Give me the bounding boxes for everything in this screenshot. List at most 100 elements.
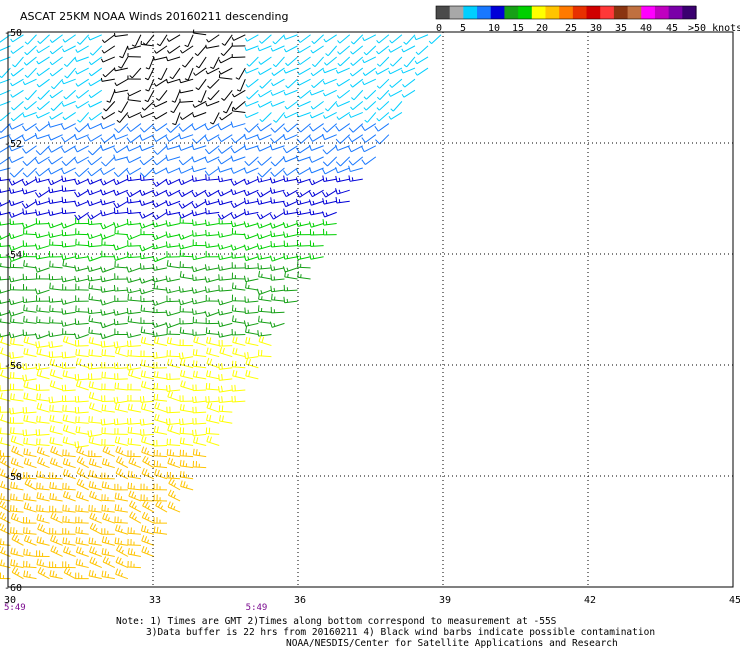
barb-feather	[205, 396, 207, 403]
wind-barb	[126, 331, 142, 339]
wind-barb	[62, 335, 76, 347]
barb-shaft	[127, 345, 141, 348]
wind-barb	[217, 231, 233, 238]
barb-half-feather	[103, 267, 106, 272]
wind-barb	[218, 285, 233, 292]
barb-shaft	[352, 56, 364, 66]
barb-feather	[100, 223, 104, 230]
wind-barb	[166, 471, 181, 480]
barb-half-feather	[106, 100, 111, 103]
barb-half-feather	[273, 266, 276, 270]
barb-shaft	[168, 189, 181, 197]
barb-shaft	[232, 222, 246, 228]
x-tick-label: 45	[729, 595, 740, 606]
wind-barb	[166, 123, 181, 133]
wind-barb	[270, 285, 285, 293]
barb-shaft	[115, 529, 129, 535]
barb-half-feather	[195, 65, 200, 69]
barb-feather	[49, 457, 53, 464]
barb-shaft	[49, 211, 63, 216]
barb-shaft	[312, 45, 324, 54]
wind-barb	[141, 546, 155, 557]
barb-half-feather	[336, 116, 340, 120]
barb-feather	[35, 363, 38, 370]
barb-half-feather	[179, 49, 183, 54]
barb-half-feather	[75, 83, 79, 87]
wind-barb	[75, 505, 89, 513]
barb-feather	[101, 570, 104, 577]
barb-shaft	[200, 90, 207, 103]
barb-feather	[8, 187, 12, 194]
barb-shaft	[141, 408, 155, 413]
barb-feather	[65, 537, 68, 544]
barb-shaft	[128, 333, 142, 339]
barb-feather	[26, 415, 29, 422]
barb-shaft	[11, 123, 24, 130]
barb-half-feather	[179, 79, 182, 83]
wind-barb	[61, 145, 76, 154]
barb-feather	[47, 134, 52, 141]
barb-half-feather	[116, 119, 120, 123]
barb-shaft	[89, 189, 102, 196]
barb-feather	[26, 503, 30, 510]
barb-half-feather	[24, 51, 28, 56]
wind-barb	[230, 145, 246, 154]
wind-barb	[139, 189, 155, 196]
barb-feather	[217, 158, 222, 165]
barb-shaft	[219, 322, 233, 328]
barb-feather	[243, 178, 248, 185]
barb-feather	[39, 403, 43, 410]
barb-half-feather	[286, 233, 289, 237]
wind-barb	[76, 478, 89, 491]
barb-shaft	[88, 245, 102, 248]
barb-half-feather	[247, 277, 250, 282]
wind-barb	[231, 395, 246, 403]
barb-shaft	[50, 385, 63, 391]
barb-shaft	[206, 342, 220, 347]
barb-feather	[156, 383, 159, 390]
wind-barb	[178, 123, 194, 132]
barb-feather	[104, 349, 107, 356]
wind-barb	[285, 78, 298, 89]
wind-barb	[100, 332, 115, 340]
barb-shaft	[325, 189, 337, 198]
barb-half-feather	[299, 200, 302, 205]
barb-feather	[88, 416, 90, 423]
wind-barb	[388, 89, 403, 97]
barb-half-feather	[299, 210, 302, 215]
barb-half-feather	[36, 83, 40, 88]
wind-barb	[282, 266, 298, 273]
barb-feather	[348, 160, 354, 166]
barb-feather	[10, 427, 12, 434]
wind-barb	[296, 220, 311, 227]
barb-shaft	[406, 56, 416, 68]
plot-frame	[7, 31, 734, 588]
barb-half-feather	[107, 462, 110, 466]
barb-shaft	[62, 441, 76, 446]
barb-half-feather	[171, 100, 176, 103]
barb-shaft	[0, 56, 11, 62]
barb-feather	[51, 396, 54, 403]
wind-barb	[295, 198, 311, 206]
wind-barb	[0, 45, 11, 51]
barb-feather	[283, 296, 286, 303]
barb-shaft	[141, 223, 155, 229]
barb-feather	[126, 276, 129, 283]
wind-barb	[257, 305, 272, 313]
barb-shaft	[12, 34, 24, 43]
barb-shaft	[39, 145, 50, 156]
wind-barb	[62, 259, 76, 269]
wind-barb	[243, 208, 259, 216]
barb-shaft	[271, 189, 285, 194]
wind-barb	[113, 178, 129, 186]
barb-half-feather	[363, 96, 367, 100]
barb-half-feather	[103, 200, 106, 205]
barb-shaft	[118, 123, 129, 134]
barb-half-feather	[144, 99, 149, 103]
wind-barb	[192, 370, 207, 380]
wind-barb	[113, 67, 128, 72]
barb-shaft	[271, 178, 285, 184]
y-tick-label: -50	[4, 28, 22, 39]
barb-shaft	[274, 167, 285, 177]
wind-barb	[100, 167, 116, 176]
